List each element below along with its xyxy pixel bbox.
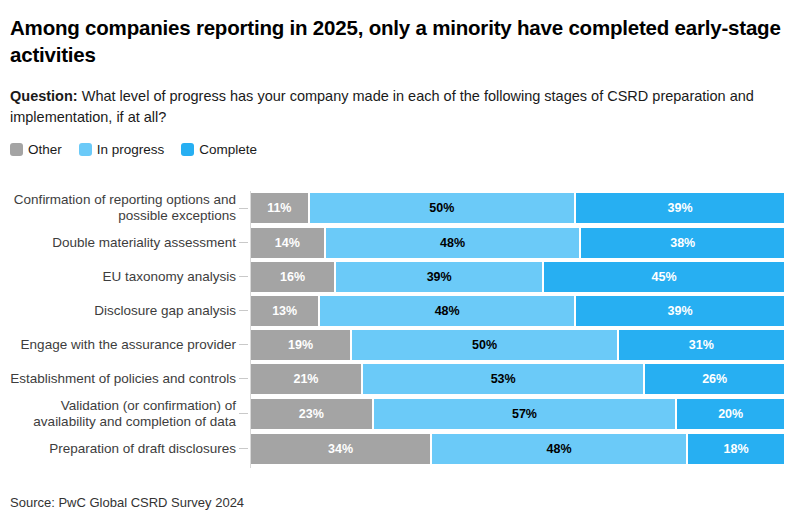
bar-segment-complete: 45% (544, 262, 784, 292)
bar-segment-in-progress: 57% (374, 399, 678, 429)
category-label: Confirmation of reporting options and po… (10, 192, 236, 224)
chart-row: EU taxonomy analysis 16%39%45% (10, 262, 784, 292)
category-label: Double materiality assessment (10, 235, 236, 251)
chart-row: Double materiality assessment 14%48%38% (10, 228, 784, 258)
stacked-bar: 23%57%20% (251, 399, 784, 429)
bar-segment-complete: 26% (645, 364, 784, 394)
category-label: Engage with the assurance provider (10, 337, 236, 353)
bar-segment-other: 19% (251, 330, 352, 360)
axis-tick (239, 242, 248, 243)
legend-label: Other (28, 142, 62, 157)
axis-tick (239, 378, 248, 379)
legend-swatch-icon (79, 143, 92, 156)
chart-subtitle: Question: What level of progress has you… (10, 86, 770, 128)
stacked-bar-chart: Confirmation of reporting options and po… (10, 192, 784, 464)
axis-tick (239, 276, 248, 277)
category-label: Establishment of policies and controls (10, 371, 236, 387)
bar-segment-other: 23% (251, 399, 374, 429)
question-label: Question: (10, 88, 78, 104)
stacked-bar: 13%48%39% (251, 296, 784, 326)
bar-segment-complete: 39% (576, 296, 784, 326)
bar-segment-in-progress: 50% (352, 330, 619, 360)
stacked-bar: 34%48%18% (251, 434, 784, 464)
stacked-bar: 16%39%45% (251, 262, 784, 292)
bar-segment-in-progress: 39% (336, 262, 544, 292)
chart-row: Preparation of draft disclosures 34%48%18… (10, 434, 784, 464)
chart-row: Establishment of policies and controls 21… (10, 364, 784, 394)
legend-swatch-icon (181, 143, 194, 156)
bar-segment-in-progress: 50% (310, 193, 577, 223)
chart-row: Validation (or confirmation) of availabi… (10, 398, 784, 430)
category-label: Validation (or confirmation) of availabi… (10, 398, 236, 430)
bar-segment-other: 13% (251, 296, 320, 326)
axis-tick (239, 310, 248, 311)
page: Among companies reporting in 2025, only … (0, 0, 796, 512)
axis-tick (239, 344, 248, 345)
bar-segment-complete: 38% (581, 228, 784, 258)
legend-item: Other (10, 142, 62, 157)
category-label: EU taxonomy analysis (10, 269, 236, 285)
axis-tick (239, 208, 248, 209)
chart-row: Disclosure gap analysis 13%48%39% (10, 296, 784, 326)
chart-rows: Confirmation of reporting options and po… (10, 192, 784, 464)
chart-row: Engage with the assurance provider 19%50%… (10, 330, 784, 360)
bar-segment-other: 34% (251, 434, 432, 464)
legend-label: In progress (97, 142, 165, 157)
bar-segment-in-progress: 48% (320, 296, 576, 326)
stacked-bar: 11%50%39% (251, 193, 784, 223)
bar-segment-other: 21% (251, 364, 363, 394)
legend-label: Complete (199, 142, 257, 157)
chart-title: Among companies reporting in 2025, only … (10, 14, 782, 68)
bar-segment-complete: 39% (576, 193, 784, 223)
legend-item: Complete (181, 142, 257, 157)
category-label: Preparation of draft disclosures (10, 441, 236, 457)
bar-segment-in-progress: 53% (363, 364, 645, 394)
question-text: What level of progress has your company … (10, 88, 754, 125)
stacked-bar: 21%53%26% (251, 364, 784, 394)
category-label: Disclosure gap analysis (10, 303, 236, 319)
legend-swatch-icon (10, 143, 23, 156)
bar-segment-other: 11% (251, 193, 310, 223)
axis-tick (239, 448, 248, 449)
bar-segment-in-progress: 48% (326, 228, 582, 258)
chart-row: Confirmation of reporting options and po… (10, 192, 784, 224)
y-axis-line (250, 191, 251, 468)
stacked-bar: 14%48%38% (251, 228, 784, 258)
bar-segment-complete: 31% (619, 330, 784, 360)
bar-segment-other: 14% (251, 228, 326, 258)
bar-segment-other: 16% (251, 262, 336, 292)
bar-segment-in-progress: 48% (432, 434, 688, 464)
bar-segment-complete: 18% (688, 434, 784, 464)
stacked-bar: 19%50%31% (251, 330, 784, 360)
axis-tick (239, 413, 248, 414)
bar-segment-complete: 20% (677, 399, 784, 429)
legend-item: In progress (79, 142, 165, 157)
legend: Other In progress Complete (10, 142, 784, 157)
source-note: Source: PwC Global CSRD Survey 2024 (10, 495, 784, 510)
